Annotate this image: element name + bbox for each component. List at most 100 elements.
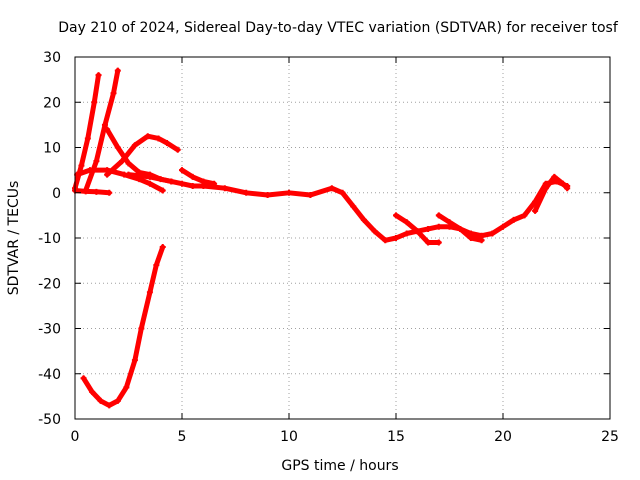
data-point bbox=[307, 192, 314, 199]
x-tick-label: 0 bbox=[71, 429, 80, 445]
data-point bbox=[174, 146, 181, 153]
data-point bbox=[286, 189, 292, 196]
series-arc-3 bbox=[72, 188, 112, 196]
data-point bbox=[93, 188, 100, 195]
data-point bbox=[153, 262, 160, 269]
data-point bbox=[478, 237, 485, 244]
y-tick-label: -20 bbox=[38, 276, 61, 292]
y-tick-label: -30 bbox=[38, 322, 61, 338]
data-point bbox=[403, 230, 410, 237]
y-tick-label: -50 bbox=[38, 412, 61, 428]
data-point bbox=[78, 162, 85, 169]
data-point bbox=[435, 212, 442, 219]
data-point bbox=[159, 244, 166, 251]
data-point bbox=[521, 212, 528, 219]
data-point bbox=[82, 188, 89, 195]
data-point bbox=[179, 167, 185, 174]
y-axis-label: SDTVAR / TECUs bbox=[6, 181, 22, 296]
data-point bbox=[106, 402, 113, 409]
data-point bbox=[80, 375, 87, 382]
data-point bbox=[101, 121, 108, 128]
series-arc-8 bbox=[179, 167, 217, 187]
data-point bbox=[500, 223, 506, 230]
data-point bbox=[97, 397, 104, 404]
data-point bbox=[435, 239, 442, 246]
data-point bbox=[125, 160, 132, 167]
data-point bbox=[243, 189, 250, 196]
chart-title: Day 210 of 2024, Sidereal Day-to-day VTE… bbox=[58, 20, 619, 36]
data-point bbox=[91, 99, 98, 106]
series-arc-7 bbox=[81, 244, 166, 408]
x-axis-label: GPS time / hours bbox=[281, 458, 398, 474]
data-point bbox=[159, 187, 166, 194]
data-point bbox=[350, 203, 357, 210]
x-tick-label: 10 bbox=[280, 429, 298, 445]
data-point bbox=[155, 135, 162, 142]
data-point bbox=[559, 180, 566, 187]
y-tick-label: -40 bbox=[38, 367, 61, 383]
data-point bbox=[360, 216, 367, 223]
data-point bbox=[189, 182, 196, 189]
data-point bbox=[211, 180, 218, 187]
data-point bbox=[189, 173, 196, 180]
data-point bbox=[510, 216, 517, 223]
data-point bbox=[104, 171, 111, 178]
data-point bbox=[264, 192, 271, 199]
data-point bbox=[86, 167, 93, 174]
data-point bbox=[123, 384, 130, 391]
data-point bbox=[489, 230, 496, 237]
x-tick-label: 5 bbox=[178, 429, 187, 445]
data-point bbox=[467, 235, 474, 241]
data-point bbox=[393, 235, 399, 241]
data-point bbox=[339, 189, 346, 196]
data-point bbox=[425, 225, 432, 232]
y-tick-label: 0 bbox=[52, 186, 61, 202]
data-point bbox=[95, 72, 102, 79]
data-point bbox=[179, 180, 185, 187]
data-point bbox=[114, 144, 121, 151]
data-point bbox=[328, 185, 335, 192]
y-tick-label: 20 bbox=[43, 95, 61, 111]
data-point bbox=[125, 171, 132, 178]
y-tick-label: 30 bbox=[43, 50, 61, 66]
data-point bbox=[457, 225, 464, 232]
x-tick-label: 20 bbox=[494, 429, 512, 445]
data-point bbox=[551, 173, 558, 180]
y-tick-label: 10 bbox=[43, 141, 61, 157]
data-point bbox=[564, 185, 571, 192]
data-point bbox=[146, 289, 153, 296]
data-point bbox=[200, 178, 207, 185]
data-point bbox=[393, 212, 399, 219]
data-point bbox=[221, 185, 228, 192]
data-point bbox=[131, 142, 138, 149]
y-tick-label: -10 bbox=[38, 231, 61, 247]
data-point bbox=[114, 397, 121, 404]
data-point bbox=[93, 158, 100, 165]
data-point bbox=[144, 133, 151, 140]
data-point bbox=[403, 219, 410, 226]
x-tick-label: 15 bbox=[387, 429, 405, 445]
data-point bbox=[110, 90, 117, 97]
data-point bbox=[168, 178, 175, 185]
data-point bbox=[371, 228, 378, 235]
data-point bbox=[114, 67, 121, 74]
data-series bbox=[72, 67, 571, 409]
data-point bbox=[104, 126, 111, 133]
data-point bbox=[446, 219, 453, 226]
data-point bbox=[146, 173, 153, 180]
axis-ticks: 0 5 10 15 20 25 -50 -40 -30 -20 -10 0 10 20 30 bbox=[38, 50, 619, 445]
data-point bbox=[89, 388, 96, 395]
data-point bbox=[532, 207, 539, 214]
data-point bbox=[146, 180, 153, 187]
data-point bbox=[84, 135, 91, 142]
data-point bbox=[382, 237, 389, 244]
grid-lines bbox=[75, 57, 610, 419]
x-tick-label: 25 bbox=[601, 429, 619, 445]
data-point bbox=[164, 139, 171, 146]
data-point bbox=[131, 357, 138, 364]
series-main bbox=[126, 172, 570, 243]
data-point bbox=[414, 228, 421, 235]
data-point bbox=[435, 223, 442, 230]
data-point bbox=[106, 189, 113, 196]
